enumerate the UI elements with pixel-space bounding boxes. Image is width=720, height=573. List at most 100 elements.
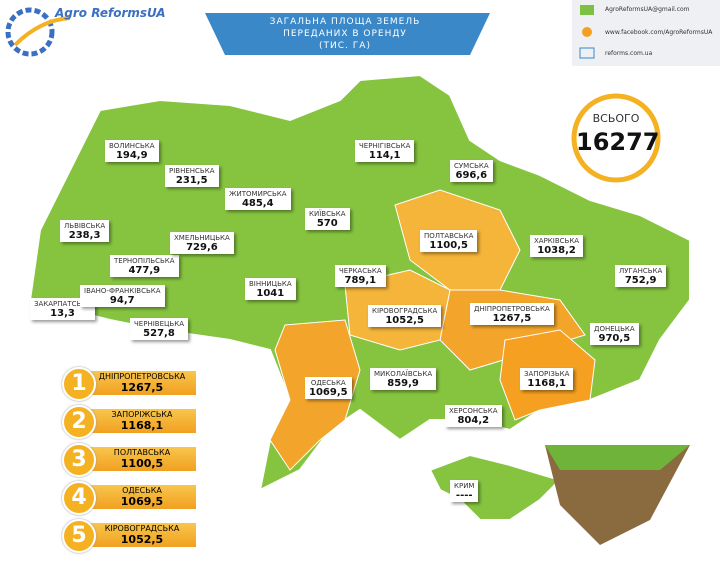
- region-value: 1038,2: [537, 245, 576, 256]
- region-value: ----: [455, 490, 473, 501]
- rank-number: 5: [62, 519, 96, 553]
- rank-number: 4: [62, 481, 96, 515]
- people-icon: [582, 27, 592, 37]
- region-label: ХМЕЛЬНИЦЬКА 729,6: [170, 232, 234, 254]
- region-name: ХЕРСОНСЬКА: [449, 407, 498, 415]
- region-name: ХМЕЛЬНИЦЬКА: [174, 234, 230, 242]
- region-value: 570: [316, 218, 338, 229]
- rank-value: 1069,5: [120, 495, 164, 508]
- region-label: ДНІПРОПЕТРОВСЬКА 1267,5: [470, 303, 554, 325]
- region-value: 859,9: [387, 378, 419, 389]
- region-label: ВОЛИНСЬКА 194,9: [105, 140, 159, 162]
- region-name: ЗАКАРПАТСЬКА: [34, 300, 92, 308]
- region-value: 13,3: [50, 308, 75, 319]
- region-name: КИЇВСЬКА: [309, 210, 346, 218]
- region-label: КРИМ ----: [450, 480, 479, 502]
- region-value: 238,3: [68, 230, 101, 241]
- mail-icon: [580, 5, 594, 15]
- region-name: ВОЛИНСЬКА: [109, 142, 155, 150]
- region-name: ПОЛТАВСЬКА: [424, 232, 474, 240]
- region-value: 1052,5: [385, 315, 424, 326]
- region-value: 1168,1: [527, 378, 566, 389]
- region-name: СУМСЬКА: [454, 162, 489, 170]
- region-name: ЧЕРНІГІВСЬКА: [359, 142, 411, 150]
- region-name: ДОНЕЦЬКА: [594, 325, 635, 333]
- contact-bar: [572, 0, 720, 66]
- rank-item: ОДЕСЬКА 1069,5 4: [62, 481, 196, 515]
- logo-swoosh: [13, 16, 71, 47]
- total-value: 16277: [576, 128, 660, 156]
- region-label: ЛУГАНСЬКА 752,9: [615, 265, 667, 287]
- rank-box: ДНІПРОПЕТРОВСЬКА 1267,5: [88, 371, 196, 395]
- region-value: 696,6: [455, 170, 488, 181]
- region-label: ЧЕРНІГІВСЬКА 114,1: [355, 140, 415, 162]
- region-value: 789,1: [344, 275, 377, 286]
- region-label: ДОНЕЦЬКА 970,5: [590, 323, 639, 345]
- region-value: 970,5: [598, 333, 631, 344]
- region-value: 94,7: [109, 295, 135, 306]
- region-value: 752,9: [624, 275, 657, 286]
- region-name: ЛУГАНСЬКА: [619, 267, 663, 275]
- rank-number: 1: [62, 367, 96, 401]
- rank-box: ЗАПОРІЖСЬКА 1168,1: [88, 409, 196, 433]
- rank-value: 1052,5: [120, 533, 164, 546]
- region-name: КРИМ: [454, 482, 475, 490]
- rank-item: ДНІПРОПЕТРОВСЬКА 1267,5 1: [62, 367, 196, 401]
- region-name: ІВАНО-ФРАНКІВСЬКА: [84, 287, 161, 295]
- rank-name: ЗАПОРІЖСЬКА: [111, 410, 173, 419]
- contact-site[interactable]: reforms.com.ua: [605, 50, 653, 57]
- region-value: 1100,5: [429, 240, 468, 251]
- region-value: 1069,5: [309, 387, 348, 398]
- title-line: ПЕРЕДАНИХ В ОРЕНДУ: [283, 29, 407, 39]
- region-label: ІВАНО-ФРАНКІВСЬКА 94,7: [80, 285, 165, 307]
- title-banner: [205, 13, 490, 55]
- region-name: ЧЕРКАСЬКА: [339, 267, 382, 275]
- logo-text: Agro ReformsUA: [55, 6, 166, 20]
- rank-name: ПОЛТАВСЬКА: [113, 448, 171, 457]
- contact-facebook[interactable]: www.facebook.com/AgroReformsUA: [605, 29, 713, 36]
- region-name: ОДЕСЬКА: [310, 379, 346, 387]
- region-value: 1041: [256, 288, 285, 299]
- region-value: 1267,5: [492, 313, 532, 324]
- rank-name: ДНІПРОПЕТРОВСЬКА: [98, 372, 186, 381]
- region-name: ЧЕРНІВЕЦЬКА: [134, 320, 184, 328]
- rank-value: 1168,1: [120, 419, 164, 432]
- region-name: ДНІПРОПЕТРОВСЬКА: [474, 305, 550, 313]
- region-value: 527,8: [143, 328, 175, 339]
- region-name: ЗАПОРІЗЬКА: [524, 370, 570, 378]
- title-line: (ТИС. ГА): [319, 41, 371, 51]
- total-label: ВСЬОГО: [592, 112, 640, 125]
- region-label: ЧЕРНІВЕЦЬКА 527,8: [130, 318, 188, 340]
- rank-name: КІРОВОГРАДСЬКА: [104, 524, 180, 533]
- rank-name: ОДЕСЬКА: [122, 486, 162, 495]
- region-name: КІРОВОГРАДСЬКА: [372, 307, 438, 315]
- region-name: ЖИТОМИРСЬКА: [229, 190, 287, 198]
- region-label: МИКОЛАЇВСЬКА 859,9: [370, 368, 437, 390]
- title: ЗАГАЛЬНА ПЛОЩА ЗЕМЕЛЬ ПЕРЕДАНИХ В ОРЕНДУ…: [230, 16, 460, 52]
- region-name: ЛЬВІВСЬКА: [64, 222, 106, 230]
- region-label: ПОЛТАВСЬКА 1100,5: [420, 230, 478, 252]
- title-line: ЗАГАЛЬНА ПЛОЩА ЗЕМЕЛЬ: [269, 17, 421, 27]
- rank-item: ПОЛТАВСЬКА 1100,5 3: [62, 443, 196, 477]
- region-value: 231,5: [175, 175, 208, 186]
- rank-box: ОДЕСЬКА 1069,5: [88, 485, 196, 509]
- region-name: РІВНЕНСЬКА: [169, 167, 215, 175]
- region-label: ЗАКАРПАТСЬКА 13,3: [30, 298, 96, 320]
- rank-item: КІРОВОГРАДСЬКА 1052,5 5: [62, 519, 196, 553]
- island-grass: [545, 445, 690, 470]
- logo-gear: [5, 7, 55, 57]
- region-label: ЛЬВІВСЬКА 238,3: [60, 220, 110, 242]
- region-label: РІВНЕНСЬКА 231,5: [165, 165, 219, 187]
- region-label: КИЇВСЬКА 570: [305, 208, 350, 230]
- region-name: МИКОЛАЇВСЬКА: [374, 370, 433, 378]
- contact-email[interactable]: AgroReformsUA@gmail.com: [605, 6, 690, 13]
- rank-box: ПОЛТАВСЬКА 1100,5: [88, 447, 196, 471]
- region-name: ХАРКІВСЬКА: [534, 237, 580, 245]
- region-name: ВІННИЦЬКА: [249, 280, 292, 288]
- region-label: ВІННИЦЬКА 1041: [245, 278, 296, 300]
- region-label: ЧЕРКАСЬКА 789,1: [335, 265, 386, 287]
- rank-box: КІРОВОГРАДСЬКА 1052,5: [88, 523, 196, 547]
- region-label: ЗАПОРІЗЬКА 1168,1: [520, 368, 574, 390]
- region-label: ЖИТОМИРСЬКА 485,4: [225, 188, 291, 210]
